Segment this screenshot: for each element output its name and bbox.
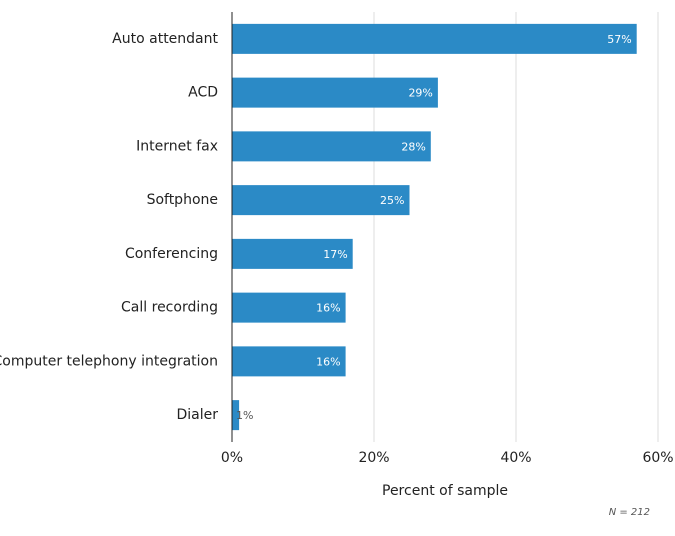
y-tick-label: Dialer xyxy=(176,407,218,423)
y-tick-label: Softphone xyxy=(147,192,218,208)
y-tick-label: Auto attendant xyxy=(112,31,218,47)
value-label: 17% xyxy=(323,248,347,261)
y-tick-label: Conferencing xyxy=(125,246,218,262)
value-label: 25% xyxy=(380,194,404,207)
value-label: 29% xyxy=(408,87,432,100)
bar xyxy=(232,400,240,431)
y-tick-label: Call recording xyxy=(121,300,218,316)
value-label: 57% xyxy=(607,33,631,46)
value-label: 1% xyxy=(236,409,253,422)
value-label: 28% xyxy=(401,140,425,153)
bar xyxy=(232,346,346,377)
bar xyxy=(232,77,438,108)
value-label: 16% xyxy=(316,302,340,315)
bar xyxy=(232,185,410,216)
y-tick-label: Internet fax xyxy=(136,138,218,154)
value-label: 16% xyxy=(316,355,340,368)
y-tick-label: ACD xyxy=(188,85,218,101)
x-tick-label: 0% xyxy=(221,450,243,466)
note: N = 212 xyxy=(609,507,650,518)
x-tick-label: 60% xyxy=(642,450,673,466)
x-tick-label: 40% xyxy=(500,450,531,466)
bar xyxy=(232,131,431,162)
y-tick-label: Computer telephony integration xyxy=(0,353,218,369)
x-axis-label: Percent of sample xyxy=(382,483,508,499)
bar xyxy=(232,238,353,269)
x-tick-label: 20% xyxy=(358,450,389,466)
bar xyxy=(232,292,346,323)
bar xyxy=(232,23,637,54)
